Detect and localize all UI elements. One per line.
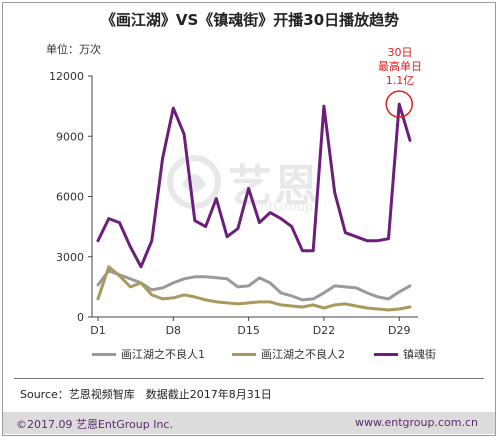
annotation-line-3: 1.1亿 <box>385 74 415 87</box>
chart-title: 《画江湖》VS《镇魂街》开播30日播放趋势 <box>100 11 400 29</box>
chart-axes: 0 3000 6000 9000 12000 D1 D8 D15 D22 D29 <box>49 70 418 337</box>
peak-annotation: 30日 最高单日 1.1亿 <box>372 46 428 88</box>
series-layer <box>96 102 412 312</box>
x-tick-label: D15 <box>237 324 259 337</box>
footer-bar <box>3 412 495 434</box>
legend-swatch-series-2 <box>232 352 256 356</box>
annotation-line-2: 最高单日 <box>378 60 422 73</box>
y-tick-label: 6000 <box>56 191 84 204</box>
series-line-1 <box>96 269 412 302</box>
legend-swatch-series-1 <box>92 352 116 356</box>
legend-item-series-3: 镇魂街 <box>374 346 436 362</box>
y-tick-label: 0 <box>77 311 84 324</box>
annotation-layer <box>385 90 413 118</box>
source-divider <box>14 378 484 379</box>
y-tick-label: 12000 <box>49 70 84 83</box>
x-tick-label: D1 <box>90 324 105 337</box>
y-tick-label: 3000 <box>56 251 84 264</box>
footer-copyright: ©2017.09 艺恩EntGroup Inc. <box>16 418 173 431</box>
legend-item-series-1: 画江湖之不良人1 <box>92 346 205 362</box>
source-note: Source：艺恩视频智库 数据截止2017年8月31日 <box>20 388 272 401</box>
x-tick-label: D29 <box>388 324 410 337</box>
y-axis-unit-label: 单位：万次 <box>46 43 101 56</box>
peak-highlight-circle <box>385 90 413 118</box>
watermark-text: 艺恩 <box>228 161 320 212</box>
annotation-line-1: 30日 <box>387 46 413 59</box>
legend-label-series-3: 镇魂街 <box>403 348 436 361</box>
legend-swatch-series-3 <box>374 352 398 356</box>
series-line-3 <box>96 102 412 269</box>
legend-item-series-2: 画江湖之不良人2 <box>232 346 345 362</box>
y-tick-label: 9000 <box>56 130 84 143</box>
watermark: 艺恩 EntGroup <box>166 150 320 215</box>
legend-label-series-1: 画江湖之不良人1 <box>121 348 205 361</box>
x-tick-label: D22 <box>313 324 335 337</box>
watermark-subtext: EntGroup <box>252 200 314 215</box>
footer-website-link[interactable]: www.entgroup.com.cn <box>355 416 478 429</box>
legend-label-series-2: 画江湖之不良人2 <box>261 348 345 361</box>
series-line-2 <box>96 265 412 312</box>
chart-frame <box>2 2 496 436</box>
x-tick-label: D8 <box>166 324 181 337</box>
